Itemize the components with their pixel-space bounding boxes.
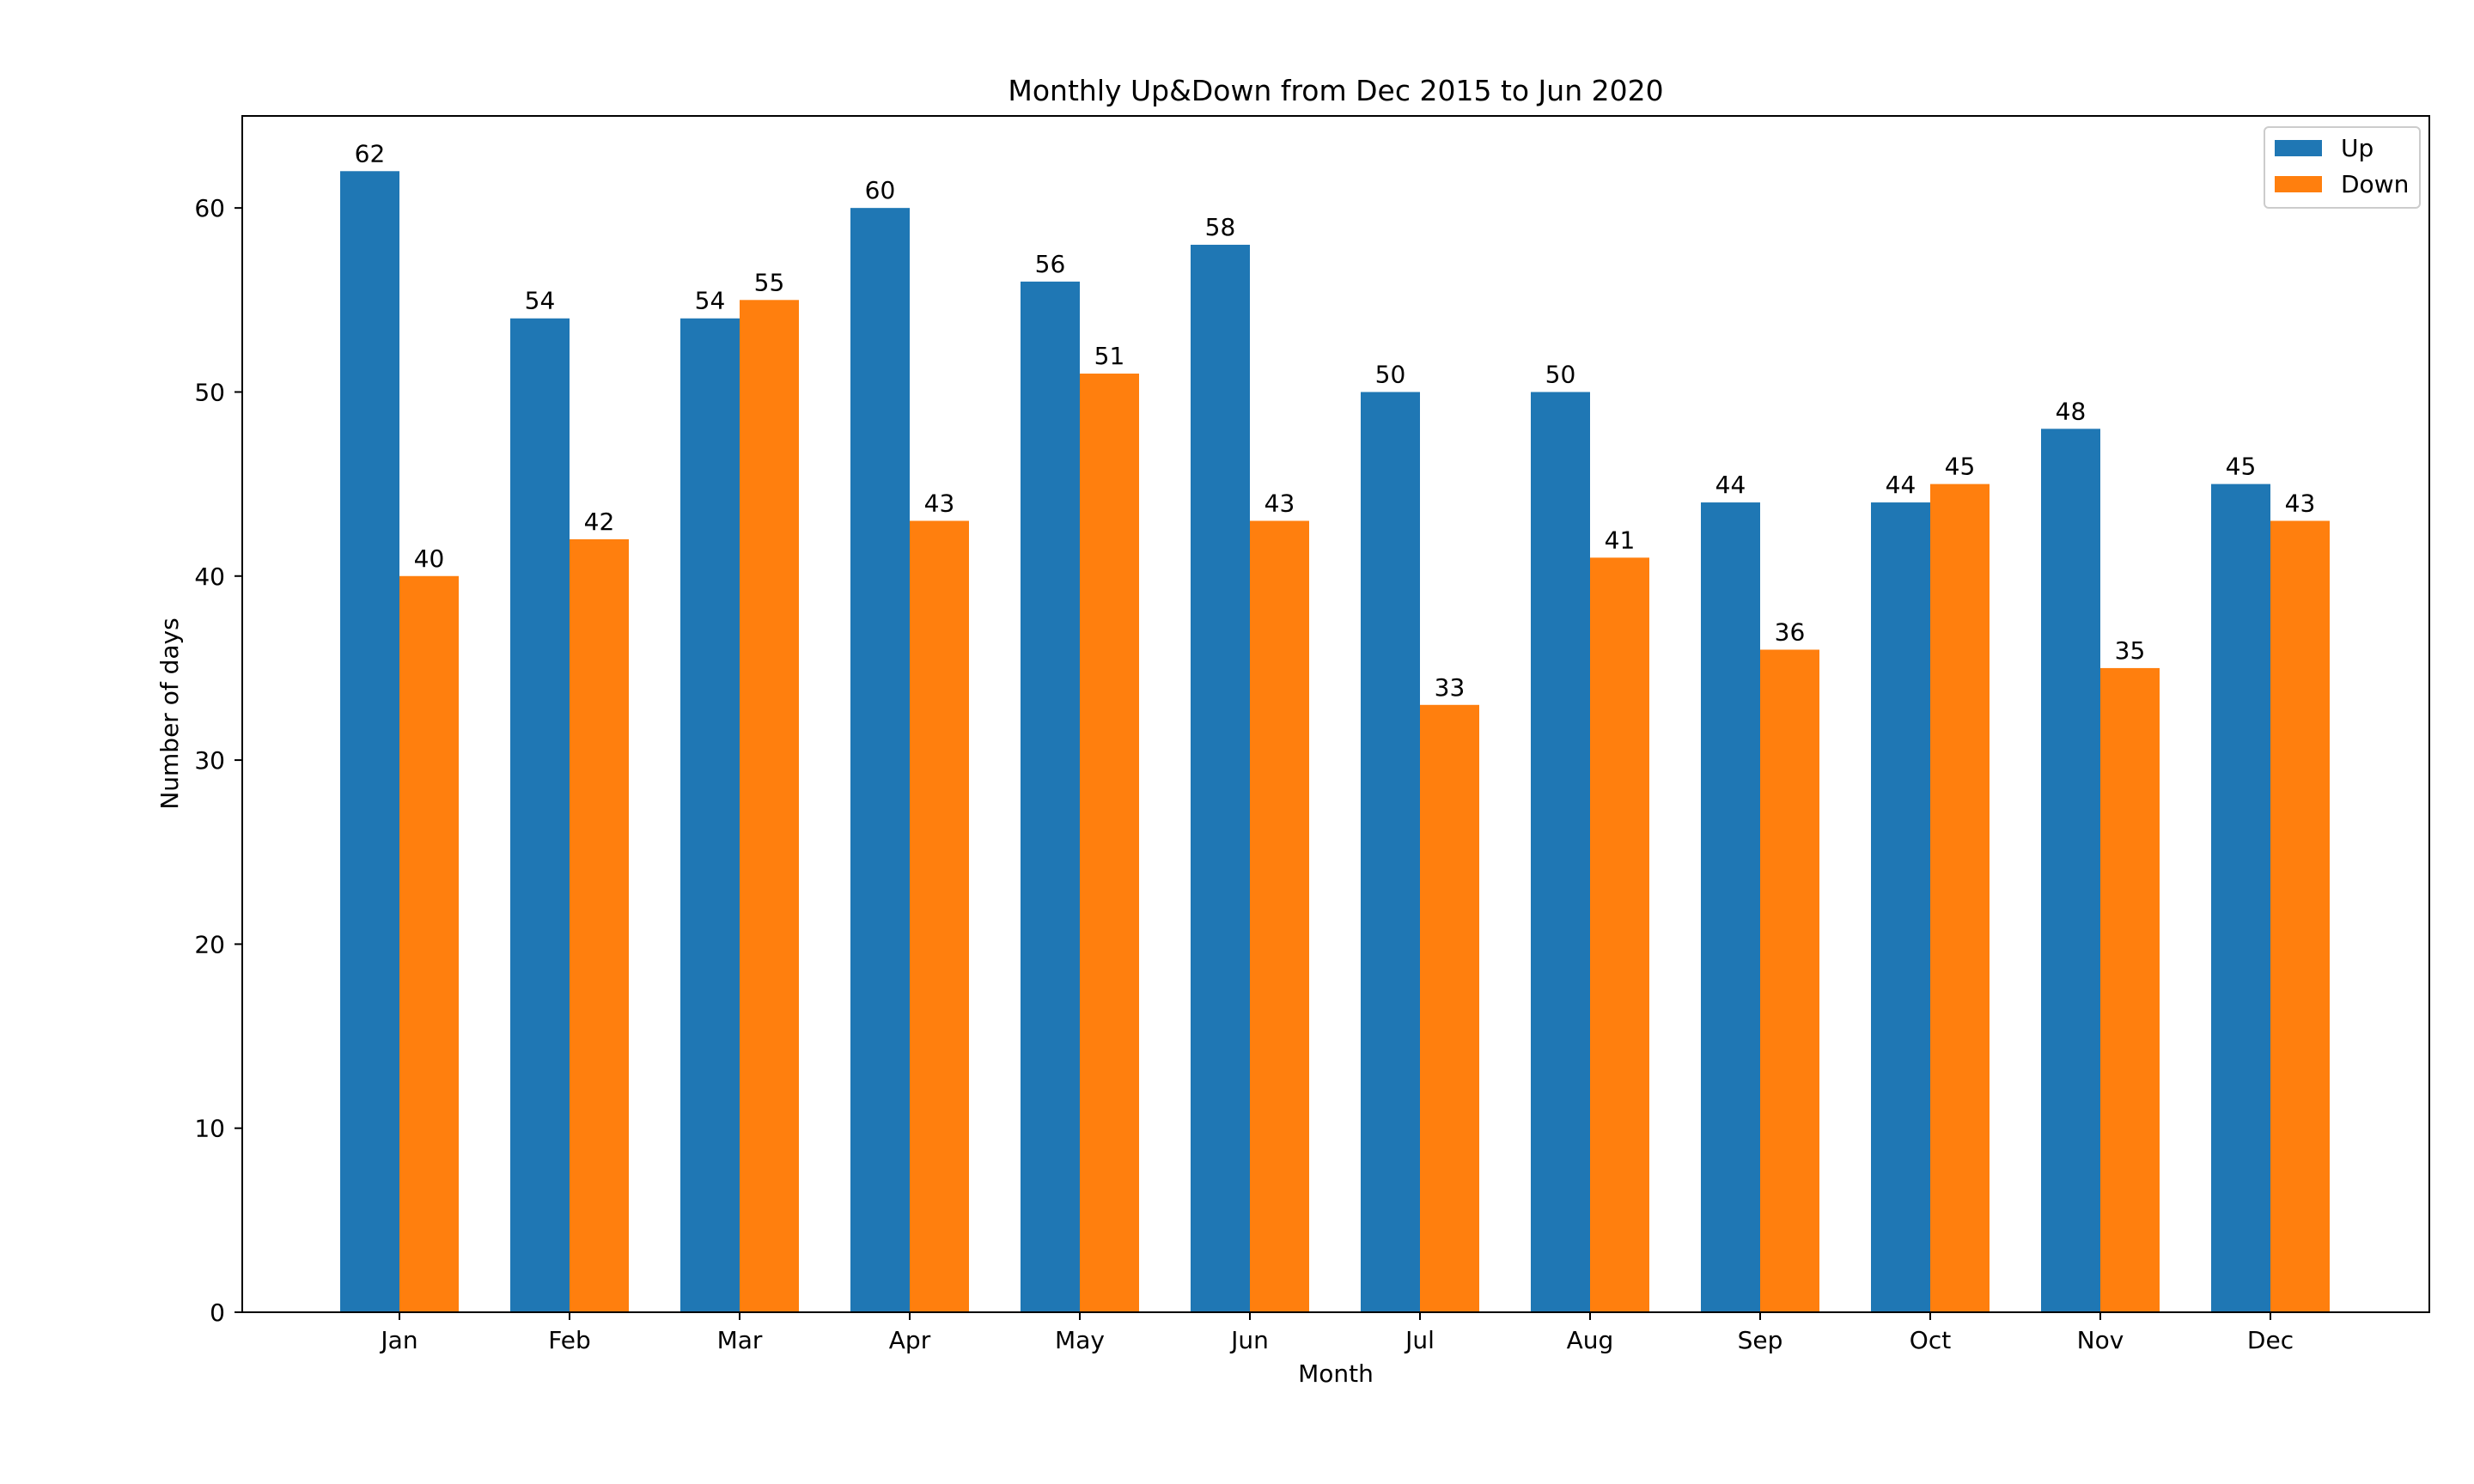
data-label-down-jan: 40 xyxy=(414,544,445,573)
bars-layer xyxy=(340,171,2330,1313)
data-label-down-sep: 36 xyxy=(1775,617,1806,646)
x-tick-label-oct: Oct xyxy=(1910,1326,1951,1354)
data-label-up-oct: 44 xyxy=(1886,471,1916,499)
data-label-down-oct: 45 xyxy=(1945,453,1976,481)
bar-up-mar xyxy=(680,318,740,1312)
bar-up-aug xyxy=(1531,392,1590,1312)
y-tick-label-0: 0 xyxy=(210,1298,225,1327)
legend-swatch-up xyxy=(2275,140,2322,156)
bar-down-aug xyxy=(1590,557,1649,1312)
bar-up-feb xyxy=(510,318,570,1312)
bar-up-sep xyxy=(1701,502,1760,1312)
x-tick-label-apr: Apr xyxy=(889,1326,931,1354)
legend-label-up: Up xyxy=(2341,134,2373,162)
chart-title: Monthly Up&Down from Dec 2015 to Jun 202… xyxy=(1008,74,1663,107)
legend-item-down: Down xyxy=(2275,170,2409,198)
data-label-down-may: 51 xyxy=(1094,342,1125,370)
y-tick-label-20: 20 xyxy=(194,930,225,958)
x-axis-label: Month xyxy=(1298,1359,1374,1388)
data-label-up-aug: 50 xyxy=(1545,360,1576,388)
x-tick-label-feb: Feb xyxy=(548,1326,591,1354)
data-label-down-aug: 41 xyxy=(1605,526,1636,554)
bar-down-oct xyxy=(1930,484,1990,1312)
y-tick-label-10: 10 xyxy=(194,1115,225,1143)
data-label-down-nov: 35 xyxy=(2115,636,2146,665)
y-tick-label-60: 60 xyxy=(194,194,225,222)
bar-down-feb xyxy=(570,538,629,1312)
data-label-up-feb: 54 xyxy=(525,287,556,315)
bar-down-may xyxy=(1080,374,1139,1312)
data-label-up-dec: 45 xyxy=(2226,453,2257,481)
bar-down-sep xyxy=(1760,649,1819,1312)
data-label-down-apr: 43 xyxy=(924,489,955,517)
data-label-up-jul: 50 xyxy=(1375,360,1406,388)
data-label-up-mar: 54 xyxy=(695,287,726,315)
data-labels-layer: 62 40 54 42 54 55 60 43 56 51 58 43 50 33 50 41 44 36 44 45… xyxy=(355,139,2316,701)
axes-frame xyxy=(241,115,2430,1313)
bar-up-oct xyxy=(1871,502,1930,1312)
x-tick-label-sep: Sep xyxy=(1738,1326,1783,1354)
data-label-down-dec: 43 xyxy=(2285,489,2316,517)
x-tick-label-jun: Jun xyxy=(1229,1326,1269,1354)
bar-up-jun xyxy=(1191,245,1250,1312)
y-tick-label-50: 50 xyxy=(194,378,225,406)
data-label-down-jul: 33 xyxy=(1435,673,1466,702)
data-label-up-jan: 62 xyxy=(355,139,386,167)
bar-down-mar xyxy=(740,300,799,1313)
y-axis: 0 10 20 30 40 50 60 xyxy=(194,194,242,1327)
bar-up-may xyxy=(1021,281,1080,1312)
data-label-up-may: 56 xyxy=(1035,250,1066,278)
data-label-down-feb: 42 xyxy=(584,508,615,536)
data-label-up-apr: 60 xyxy=(865,176,896,204)
data-label-down-jun: 43 xyxy=(1264,489,1295,517)
data-label-up-jun: 58 xyxy=(1205,213,1236,241)
data-label-down-mar: 55 xyxy=(754,268,785,296)
legend-swatch-down xyxy=(2275,176,2322,192)
bar-up-jan xyxy=(340,171,399,1312)
bar-down-jan xyxy=(399,575,459,1312)
bar-up-apr xyxy=(850,208,910,1313)
y-axis-label: Number of days xyxy=(155,617,184,809)
bar-down-jul xyxy=(1420,704,1479,1312)
y-tick-label-30: 30 xyxy=(194,746,225,775)
x-tick-label-nov: Nov xyxy=(2077,1326,2124,1354)
legend-label-down: Down xyxy=(2341,170,2409,198)
plot-area: 62 40 54 42 54 55 60 43 56 51 58 43 50 33 50 41 44 36 44 45… xyxy=(194,115,2430,1354)
x-tick-label-aug: Aug xyxy=(1567,1326,1614,1354)
x-tick-label-jul: Jul xyxy=(1404,1326,1435,1354)
legend-item-up: Up xyxy=(2275,134,2373,162)
bar-down-dec xyxy=(2270,520,2330,1312)
bar-up-nov xyxy=(2041,429,2100,1312)
legend: Up Down xyxy=(2264,126,2421,209)
data-label-up-sep: 44 xyxy=(1715,471,1746,499)
x-axis: Jan Feb Mar Apr May Jun Jul Aug Sep Oct Nov Dec xyxy=(379,1312,2294,1354)
x-tick-label-mar: Mar xyxy=(717,1326,763,1354)
bar-up-dec xyxy=(2211,484,2270,1312)
x-tick-label-may: May xyxy=(1055,1326,1105,1354)
bar-up-jul xyxy=(1361,392,1420,1312)
x-tick-label-jan: Jan xyxy=(379,1326,417,1354)
bar-down-apr xyxy=(910,520,969,1312)
y-tick-label-40: 40 xyxy=(194,563,225,591)
data-label-up-nov: 48 xyxy=(2056,397,2087,425)
bar-down-nov xyxy=(2100,667,2160,1312)
x-tick-label-dec: Dec xyxy=(2247,1326,2294,1354)
bar-down-jun xyxy=(1250,520,1309,1312)
